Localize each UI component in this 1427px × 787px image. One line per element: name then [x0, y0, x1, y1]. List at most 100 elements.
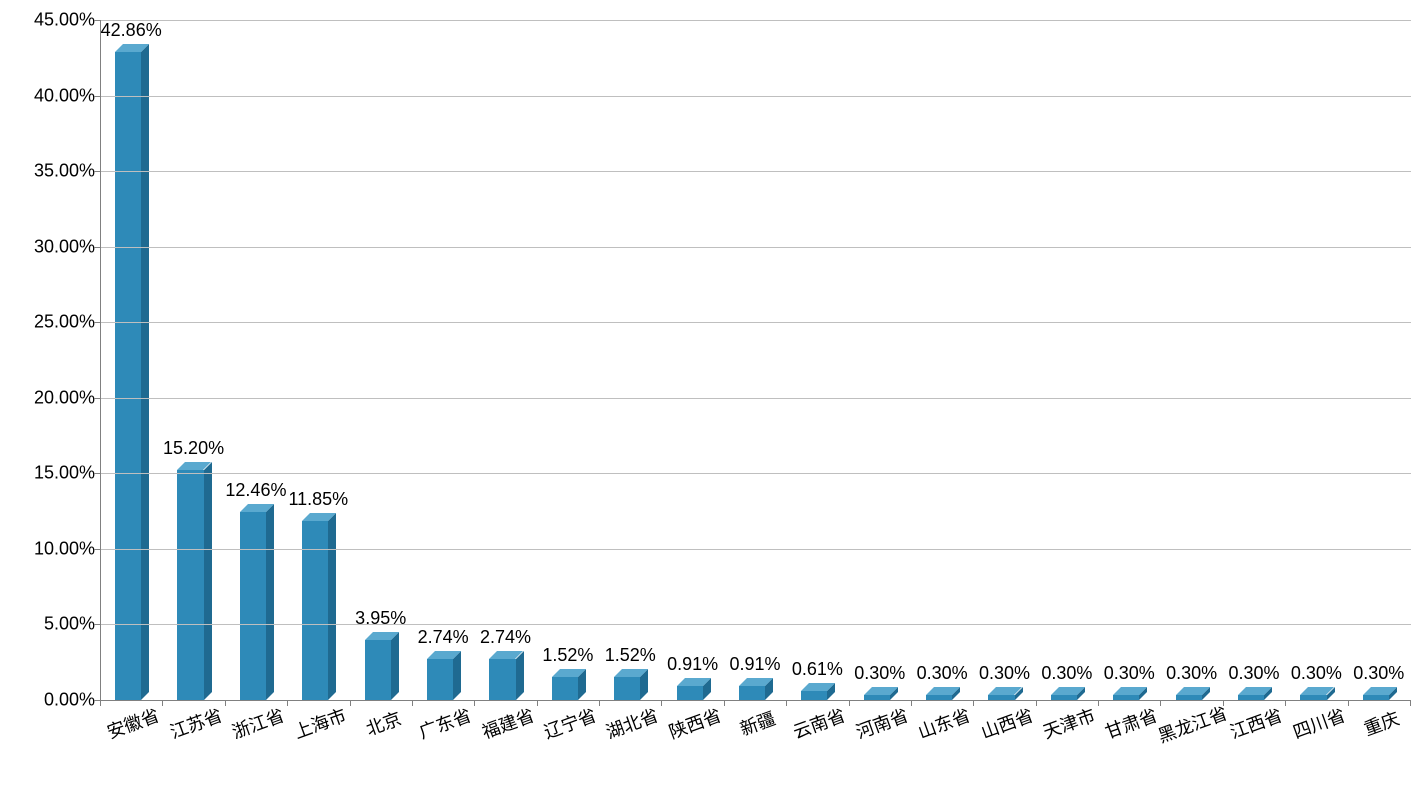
x-axis-tick-mark: [786, 700, 787, 706]
x-axis-category-label: 山东省: [914, 702, 974, 745]
bar-front: [801, 691, 827, 700]
y-axis-tick-label: 0.00%: [5, 690, 95, 711]
x-axis-category-label: 浙江省: [228, 702, 288, 745]
x-axis-category-label: 安徽省: [103, 702, 163, 745]
x-axis-category-label: 云南省: [789, 702, 849, 745]
grid-line: [101, 247, 1411, 248]
x-axis-tick-mark: [1036, 700, 1037, 706]
bar-front: [1300, 695, 1326, 700]
x-axis-tick-mark: [911, 700, 912, 706]
x-axis-category-label: 辽宁省: [540, 702, 600, 745]
data-label: 0.30%: [854, 663, 905, 684]
bar-front: [614, 677, 640, 700]
y-axis-tick-mark: [94, 247, 100, 248]
bar-front: [427, 659, 453, 700]
bar-front: [240, 512, 266, 700]
x-axis-category-label: 天津市: [1039, 702, 1099, 745]
bar-front: [115, 52, 141, 700]
bar: [988, 687, 1022, 700]
x-axis-category-label: 福建省: [478, 702, 538, 745]
y-axis-tick-label: 30.00%: [5, 236, 95, 257]
bar-side: [141, 44, 149, 700]
bar-side: [453, 651, 461, 700]
grid-line: [101, 171, 1411, 172]
x-axis-category-label: 重庆: [1360, 704, 1403, 741]
x-axis-tick-mark: [973, 700, 974, 706]
bar: [677, 678, 711, 700]
x-axis-tick-mark: [661, 700, 662, 706]
x-axis-category-label: 湖北省: [602, 702, 662, 745]
bar-front: [677, 686, 703, 700]
bar: [926, 687, 960, 700]
bar-front: [1176, 695, 1202, 700]
x-axis-category-label: 广东省: [415, 702, 475, 745]
bar-side: [266, 504, 274, 700]
bar: [864, 687, 898, 700]
bar-front: [1363, 695, 1389, 700]
y-axis-tick-label: 25.00%: [5, 312, 95, 333]
grid-line: [101, 473, 1411, 474]
data-label: 0.30%: [1291, 663, 1342, 684]
data-label: 1.52%: [542, 645, 593, 666]
x-axis-tick-mark: [100, 700, 101, 706]
bar-front: [552, 677, 578, 700]
y-axis-tick-mark: [94, 398, 100, 399]
x-axis-category-label: 河南省: [852, 702, 912, 745]
bar-front: [489, 659, 515, 700]
bars-layer: [101, 20, 1411, 700]
data-label: 0.61%: [792, 659, 843, 680]
x-axis-tick-mark: [1348, 700, 1349, 706]
bar: [614, 669, 648, 700]
grid-line: [101, 624, 1411, 625]
bar-front: [1113, 695, 1139, 700]
bar: [177, 462, 211, 700]
x-axis-category-label: 江苏省: [166, 702, 226, 745]
x-axis-tick-mark: [1098, 700, 1099, 706]
data-label: 0.30%: [979, 663, 1030, 684]
y-axis-tick-label: 35.00%: [5, 161, 95, 182]
y-axis-tick-mark: [94, 96, 100, 97]
x-axis-category-label: 黑龙江省: [1154, 699, 1231, 748]
bar: [1176, 687, 1210, 700]
bar-side: [204, 462, 212, 700]
x-axis-tick-mark: [599, 700, 600, 706]
bar: [302, 513, 336, 700]
y-axis-tick-mark: [94, 549, 100, 550]
bar: [115, 44, 149, 700]
data-label: 2.74%: [418, 627, 469, 648]
bar: [1113, 687, 1147, 700]
data-label: 12.46%: [225, 480, 286, 501]
bar-side: [516, 651, 524, 700]
data-label: 3.95%: [355, 608, 406, 629]
x-axis-tick-mark: [474, 700, 475, 706]
x-axis-tick-mark: [1285, 700, 1286, 706]
y-axis-tick-label: 5.00%: [5, 614, 95, 635]
x-axis-tick-mark: [1160, 700, 1161, 706]
x-axis-tick-mark: [537, 700, 538, 706]
bar: [240, 504, 274, 700]
data-label: 11.85%: [288, 489, 348, 510]
bar: [552, 669, 586, 700]
y-axis-tick-mark: [94, 171, 100, 172]
bar-front: [302, 521, 328, 700]
y-axis-tick-mark: [94, 473, 100, 474]
bar: [365, 632, 399, 700]
bar: [1238, 687, 1272, 700]
x-axis-tick-mark: [412, 700, 413, 706]
x-axis-category-label: 甘肃省: [1101, 702, 1161, 745]
data-label: 0.30%: [1041, 663, 1092, 684]
bar-front: [864, 695, 890, 700]
y-axis-tick-label: 10.00%: [5, 538, 95, 559]
data-label: 0.91%: [729, 654, 780, 675]
data-label: 0.30%: [1104, 663, 1155, 684]
bar-front: [739, 686, 765, 700]
data-label: 0.30%: [1166, 663, 1217, 684]
x-axis-category-label: 江西省: [1226, 702, 1286, 745]
grid-line: [101, 398, 1411, 399]
bar-front: [365, 640, 391, 700]
grid-line: [101, 20, 1411, 21]
y-axis-tick-label: 20.00%: [5, 387, 95, 408]
x-axis-category-label: 四川省: [1289, 702, 1349, 745]
x-axis-category-label: 陕西省: [665, 702, 725, 745]
bar: [1300, 687, 1334, 700]
